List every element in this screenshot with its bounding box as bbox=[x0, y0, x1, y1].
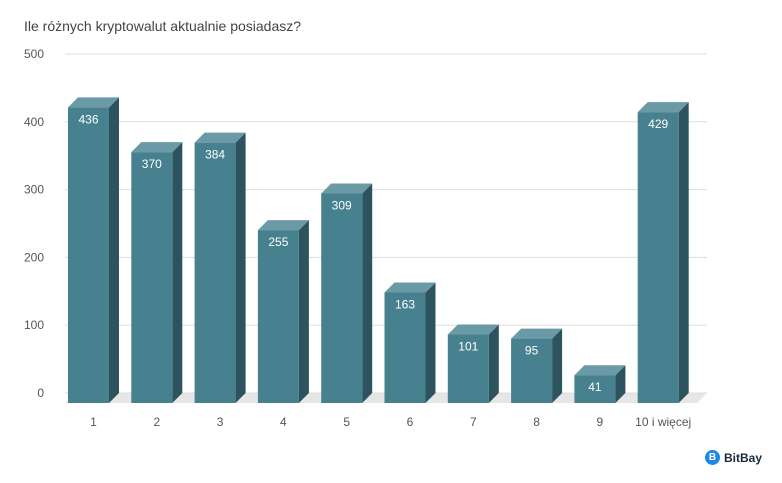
bar-front bbox=[131, 152, 173, 403]
bar-5: 309 bbox=[321, 183, 373, 403]
bar-front bbox=[68, 107, 109, 403]
bar-9: 41 bbox=[574, 365, 626, 403]
x-axis-ticks: 1 2 3 4 5 6 7 8 9 10 i więcej bbox=[90, 415, 691, 429]
bar-8: 95 bbox=[511, 328, 563, 403]
bar-10: 429 bbox=[637, 102, 689, 403]
bar-side bbox=[425, 282, 436, 403]
bar-top bbox=[574, 365, 626, 376]
bar-side bbox=[172, 142, 183, 403]
bar-top bbox=[68, 97, 119, 108]
y-tick-label-500: 500 bbox=[24, 47, 44, 61]
bars: 436 370 384 255 309 163 101 95 41 429 bbox=[68, 97, 689, 403]
bar-top bbox=[321, 183, 373, 194]
bar-front bbox=[447, 334, 489, 403]
bar-front bbox=[574, 375, 616, 403]
bar-side bbox=[488, 324, 499, 403]
data-label-4: 255 bbox=[268, 235, 288, 249]
chart-title: Ile różnych kryptowalut aktualnie posiad… bbox=[24, 18, 302, 34]
x-tick-label-10: 10 i więcej bbox=[635, 415, 691, 429]
bar-top bbox=[257, 220, 309, 231]
bar-top bbox=[511, 328, 563, 339]
bar-side bbox=[362, 183, 373, 403]
bar-front bbox=[257, 230, 299, 403]
bar-front bbox=[194, 142, 236, 403]
bar-side bbox=[552, 328, 563, 403]
x-tick-label-1: 1 bbox=[90, 415, 97, 429]
x-tick-label-9: 9 bbox=[597, 415, 604, 429]
data-label-3: 384 bbox=[205, 148, 225, 162]
bar-6: 163 bbox=[384, 282, 436, 403]
y-tick-label-200: 200 bbox=[24, 250, 44, 264]
y-axis-ticks: 0 100 200 300 400 500 bbox=[24, 47, 44, 400]
bar-side bbox=[298, 220, 309, 403]
data-label-7: 101 bbox=[458, 340, 478, 354]
x-tick-label-8: 8 bbox=[533, 415, 540, 429]
x-tick-label-6: 6 bbox=[407, 415, 414, 429]
bar-front bbox=[511, 338, 553, 403]
bar-front bbox=[321, 193, 363, 403]
bar-top bbox=[384, 282, 436, 293]
bar-top bbox=[447, 324, 499, 335]
data-label-1: 436 bbox=[78, 112, 98, 126]
bar-3: 384 bbox=[194, 132, 246, 403]
y-tick-label-300: 300 bbox=[24, 183, 44, 197]
bar-side bbox=[678, 102, 689, 403]
x-tick-label-7: 7 bbox=[470, 415, 477, 429]
brand-name: BitBay bbox=[723, 450, 762, 465]
bar-2: 370 bbox=[131, 142, 183, 403]
y-tick-label-100: 100 bbox=[24, 318, 44, 332]
data-label-10: 429 bbox=[648, 117, 668, 131]
bar-1: 436 bbox=[68, 97, 119, 403]
data-label-5: 309 bbox=[332, 198, 352, 212]
y-tick-label-400: 400 bbox=[24, 115, 44, 129]
brand-logo: B BitBay bbox=[704, 450, 762, 465]
x-tick-label-2: 2 bbox=[153, 415, 160, 429]
bar-side bbox=[235, 132, 246, 403]
bar-top bbox=[637, 102, 689, 113]
bar-front bbox=[637, 112, 679, 403]
data-label-6: 163 bbox=[395, 297, 415, 311]
bar-side bbox=[615, 365, 626, 403]
x-tick-label-4: 4 bbox=[280, 415, 287, 429]
bar-front bbox=[384, 292, 426, 403]
data-label-8: 95 bbox=[525, 344, 539, 358]
bar-side bbox=[109, 97, 119, 403]
x-tick-label-3: 3 bbox=[217, 415, 224, 429]
data-label-2: 370 bbox=[142, 157, 162, 171]
bitbay-logo-icon: B bbox=[704, 450, 720, 465]
data-label-9: 41 bbox=[588, 380, 602, 394]
bar-7: 101 bbox=[447, 324, 499, 403]
bar-top bbox=[131, 142, 183, 153]
bar-top bbox=[194, 132, 246, 143]
x-tick-label-5: 5 bbox=[343, 415, 350, 429]
bar-4: 255 bbox=[257, 220, 309, 403]
y-tick-label-0: 0 bbox=[37, 386, 44, 400]
